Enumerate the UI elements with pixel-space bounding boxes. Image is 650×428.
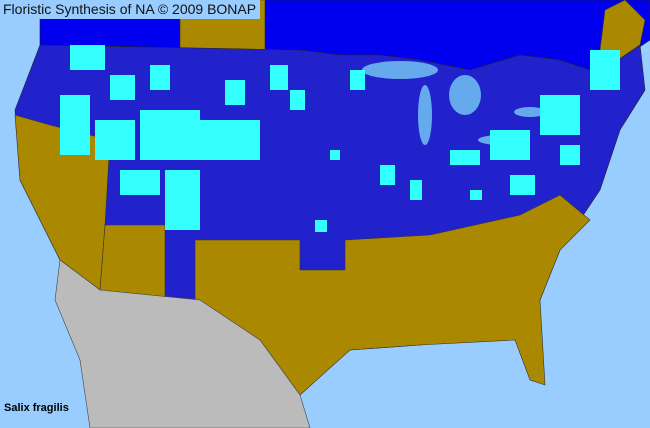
county-occurrences (60, 45, 620, 232)
species-label: Salix fragilis (4, 402, 69, 414)
mexico-region (54, 259, 311, 428)
lake-huron (449, 75, 481, 115)
lake-superior (362, 61, 438, 79)
map-title: Floristic Synthesis of NA © 2009 BONAP (0, 0, 261, 19)
lake-ontario (514, 107, 546, 117)
lake-michigan (418, 85, 432, 145)
south-gold (194, 194, 591, 396)
